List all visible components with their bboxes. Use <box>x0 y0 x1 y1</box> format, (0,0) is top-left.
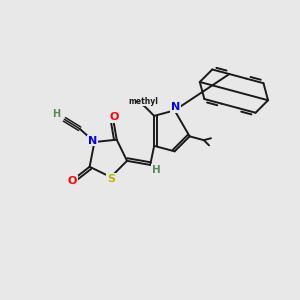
Text: methyl: methyl <box>129 97 159 106</box>
Text: N: N <box>88 136 98 146</box>
Text: O: O <box>109 112 119 122</box>
Text: O: O <box>67 176 76 186</box>
Text: S: S <box>107 174 115 184</box>
Text: H: H <box>152 165 161 175</box>
Text: N: N <box>171 102 180 112</box>
Text: H: H <box>52 109 60 119</box>
